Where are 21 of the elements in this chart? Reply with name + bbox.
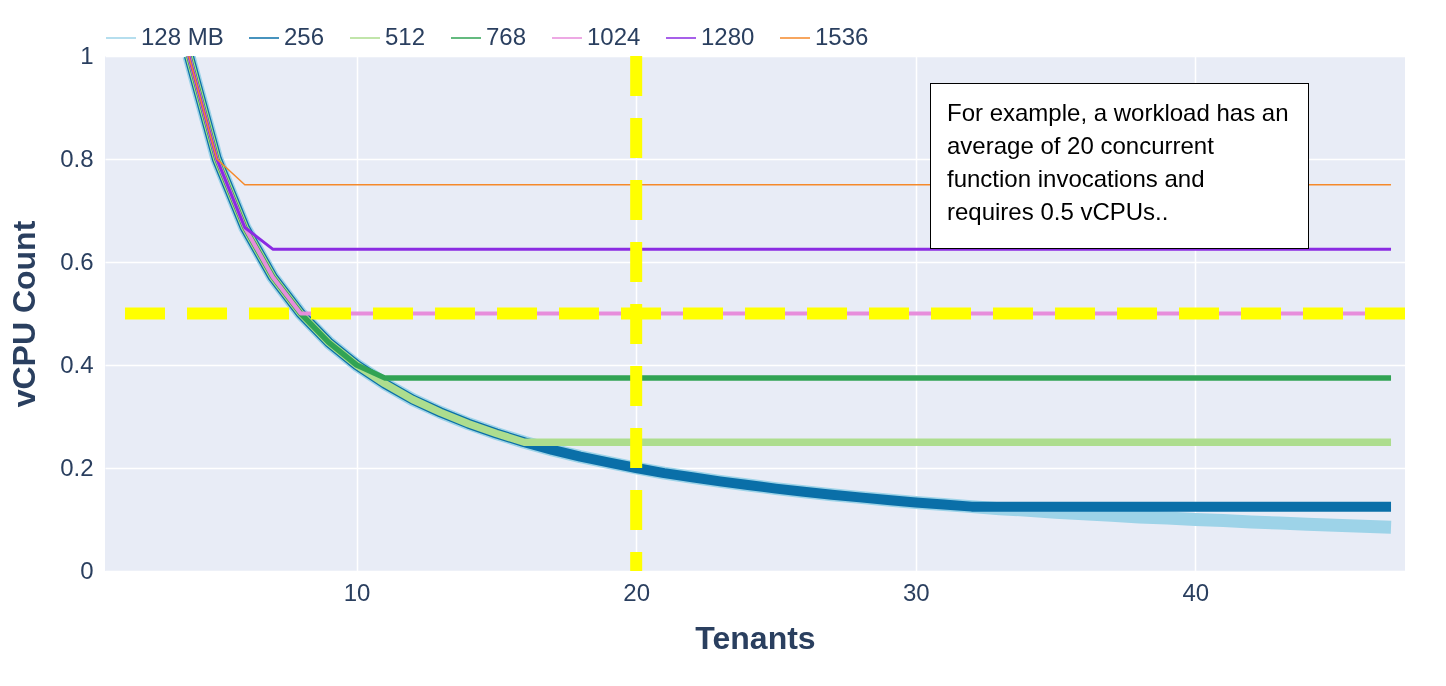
legend-label: 1280	[701, 23, 755, 50]
legend-label: 1024	[587, 23, 641, 50]
x-tick-label: 20	[623, 578, 651, 606]
y-tick-label: 0.8	[60, 144, 94, 172]
legend-label: 512	[385, 23, 426, 50]
y-tick-label: 1	[80, 41, 94, 69]
y-tick-label: 0.6	[60, 247, 94, 275]
line-series	[187, 56, 1393, 251]
y-tick-label: 0.4	[60, 350, 94, 378]
x-tick-label: 40	[1182, 578, 1210, 606]
legend-label: 1536	[815, 23, 869, 50]
y-tick-label: 0.2	[60, 453, 94, 481]
legend-label: 768	[486, 23, 527, 50]
x-tick-label: 10	[343, 578, 371, 606]
text-box: For example, a workload has an average of 20 concurrent function invocations and requires 0.5 vCPUs..	[930, 83, 1309, 249]
legend-label: 128 MB	[141, 23, 224, 50]
x-axis-title: Tenants	[695, 619, 816, 656]
legend-label: 256	[284, 23, 325, 50]
y-axis-title: vCPU Count	[6, 220, 43, 408]
x-tick-label: 30	[902, 578, 930, 606]
y-tick-label: 0	[80, 556, 94, 584]
